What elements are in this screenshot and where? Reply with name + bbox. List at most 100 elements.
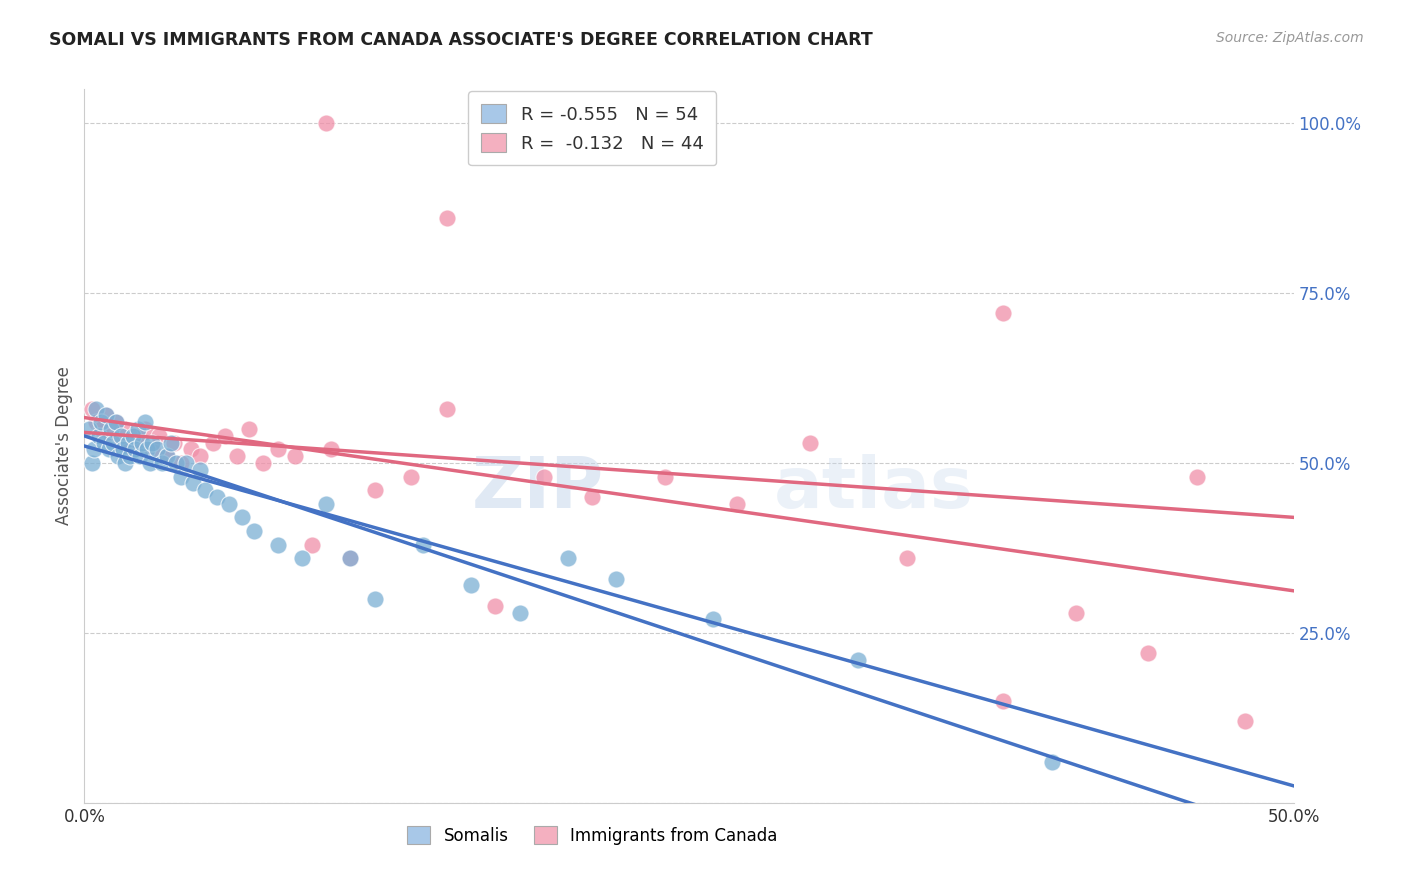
- Point: [581, 490, 603, 504]
- Point: [110, 435, 132, 450]
- Point: [291, 551, 314, 566]
- Point: [112, 442, 135, 457]
- Point: [94, 409, 117, 423]
- Point: [77, 422, 100, 436]
- Point: [114, 456, 136, 470]
- Y-axis label: Associate's Degree: Associate's Degree: [55, 367, 73, 525]
- Point: [124, 442, 146, 457]
- Point: [124, 429, 146, 443]
- Text: atlas: atlas: [773, 454, 973, 524]
- Point: [93, 435, 115, 450]
- Point: [190, 463, 212, 477]
- Point: [117, 435, 139, 450]
- Point: [557, 551, 579, 566]
- Point: [339, 551, 361, 566]
- Point: [1137, 646, 1160, 660]
- Point: [100, 422, 122, 436]
- Point: [725, 497, 748, 511]
- Point: [103, 435, 125, 450]
- Point: [170, 469, 193, 483]
- Point: [134, 415, 156, 429]
- Point: [148, 429, 170, 443]
- Point: [225, 449, 247, 463]
- Point: [120, 442, 142, 457]
- Point: [702, 612, 724, 626]
- Point: [1185, 469, 1208, 483]
- Point: [194, 483, 217, 498]
- Point: [121, 429, 143, 443]
- Point: [267, 442, 290, 457]
- Point: [163, 435, 186, 450]
- Point: [180, 442, 202, 457]
- Point: [315, 116, 337, 130]
- Point: [138, 456, 160, 470]
- Point: [315, 497, 337, 511]
- Point: [97, 442, 120, 457]
- Point: [993, 694, 1015, 708]
- Point: [319, 442, 342, 457]
- Point: [214, 429, 236, 443]
- Point: [799, 435, 821, 450]
- Point: [155, 449, 177, 463]
- Point: [190, 449, 212, 463]
- Point: [120, 449, 142, 463]
- Point: [80, 456, 103, 470]
- Point: [146, 442, 169, 457]
- Legend: Somalis, Immigrants from Canada: Somalis, Immigrants from Canada: [401, 820, 785, 852]
- Point: [993, 306, 1015, 320]
- Point: [436, 211, 458, 226]
- Point: [1234, 714, 1257, 729]
- Point: [160, 435, 183, 450]
- Point: [533, 469, 555, 483]
- Point: [114, 422, 136, 436]
- Text: ZIP: ZIP: [472, 454, 605, 524]
- Point: [252, 456, 274, 470]
- Point: [83, 442, 105, 457]
- Point: [150, 456, 173, 470]
- Point: [86, 415, 108, 429]
- Point: [87, 429, 110, 443]
- Point: [201, 435, 224, 450]
- Point: [170, 456, 193, 470]
- Point: [104, 415, 127, 429]
- Point: [363, 483, 385, 498]
- Point: [363, 591, 385, 606]
- Point: [141, 435, 163, 450]
- Point: [896, 551, 918, 566]
- Point: [267, 537, 290, 551]
- Point: [107, 449, 129, 463]
- Point: [155, 449, 177, 463]
- Point: [86, 401, 108, 416]
- Point: [242, 524, 264, 538]
- Point: [436, 401, 458, 416]
- Point: [174, 456, 197, 470]
- Point: [231, 510, 253, 524]
- Point: [605, 572, 627, 586]
- Point: [1040, 755, 1063, 769]
- Point: [846, 653, 869, 667]
- Point: [218, 497, 240, 511]
- Point: [238, 422, 260, 436]
- Point: [110, 429, 132, 443]
- Point: [129, 449, 152, 463]
- Point: [654, 469, 676, 483]
- Point: [94, 409, 117, 423]
- Point: [136, 442, 159, 457]
- Text: Source: ZipAtlas.com: Source: ZipAtlas.com: [1216, 31, 1364, 45]
- Point: [90, 415, 112, 429]
- Point: [339, 551, 361, 566]
- Text: SOMALI VS IMMIGRANTS FROM CANADA ASSOCIATE'S DEGREE CORRELATION CHART: SOMALI VS IMMIGRANTS FROM CANADA ASSOCIA…: [49, 31, 873, 49]
- Point: [301, 537, 323, 551]
- Point: [412, 537, 434, 551]
- Point: [1064, 606, 1087, 620]
- Point: [284, 449, 307, 463]
- Point: [509, 606, 531, 620]
- Point: [90, 422, 112, 436]
- Point: [460, 578, 482, 592]
- Point: [100, 429, 122, 443]
- Point: [134, 422, 156, 436]
- Point: [129, 435, 152, 450]
- Point: [181, 476, 204, 491]
- Point: [141, 442, 163, 457]
- Point: [165, 456, 187, 470]
